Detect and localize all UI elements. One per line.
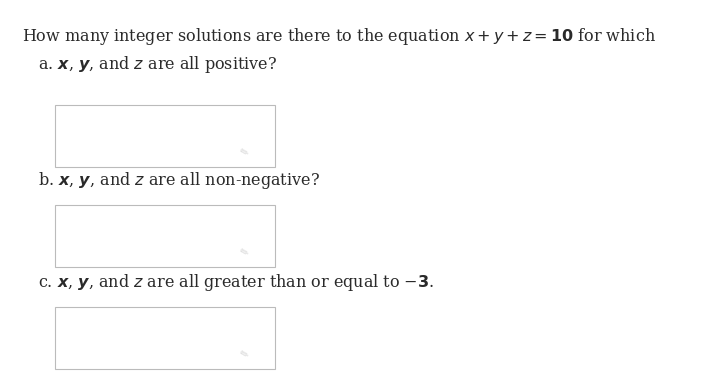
Text: b. $\boldsymbol{x}$, $\boldsymbol{y}$, and $z$ are all non-negative?: b. $\boldsymbol{x}$, $\boldsymbol{y}$, a…: [38, 170, 320, 191]
Bar: [55, 205, 275, 267]
Text: How many integer solutions are there to the equation $x + y + z = \mathbf{10}$ f: How many integer solutions are there to …: [22, 26, 656, 47]
Text: ✏: ✏: [236, 146, 250, 160]
Text: ✏: ✏: [236, 348, 250, 362]
Text: c. $\boldsymbol{x}$, $\boldsymbol{y}$, and $z$ are all greater than or equal to : c. $\boldsymbol{x}$, $\boldsymbol{y}$, a…: [38, 272, 434, 293]
Bar: [55, 307, 275, 369]
Text: a. $\boldsymbol{x}$, $\boldsymbol{y}$, and $z$ are all positive?: a. $\boldsymbol{x}$, $\boldsymbol{y}$, a…: [38, 54, 277, 75]
Bar: [55, 105, 275, 167]
Text: ✏: ✏: [236, 247, 250, 260]
